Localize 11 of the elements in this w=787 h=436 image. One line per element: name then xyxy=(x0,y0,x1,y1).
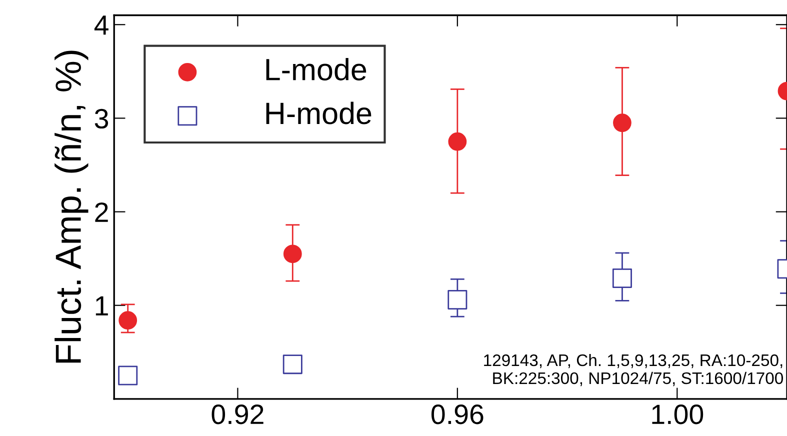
x-tick-label: 0.92 xyxy=(212,404,264,424)
y-tick-label: 4 xyxy=(94,16,108,35)
legend-label: L-mode xyxy=(266,58,366,80)
x-tick-label: 1.00 xyxy=(652,404,704,424)
x-tick-label: 0.96 xyxy=(431,404,484,424)
y-axis-title: Fluct. Amp. (ñ/n, %) xyxy=(54,50,88,363)
y-tick-label: 1 xyxy=(96,296,108,316)
y-tick-label: 2 xyxy=(95,202,108,222)
annotation: 129143, AP, Ch. 1,5,9,13,25, RA:10-250, BK:225:300, NP1024/75, ST:1600/1700 xyxy=(484,354,784,386)
legend-label: H-mode xyxy=(266,102,372,124)
y-tick-label: 3 xyxy=(94,108,108,129)
